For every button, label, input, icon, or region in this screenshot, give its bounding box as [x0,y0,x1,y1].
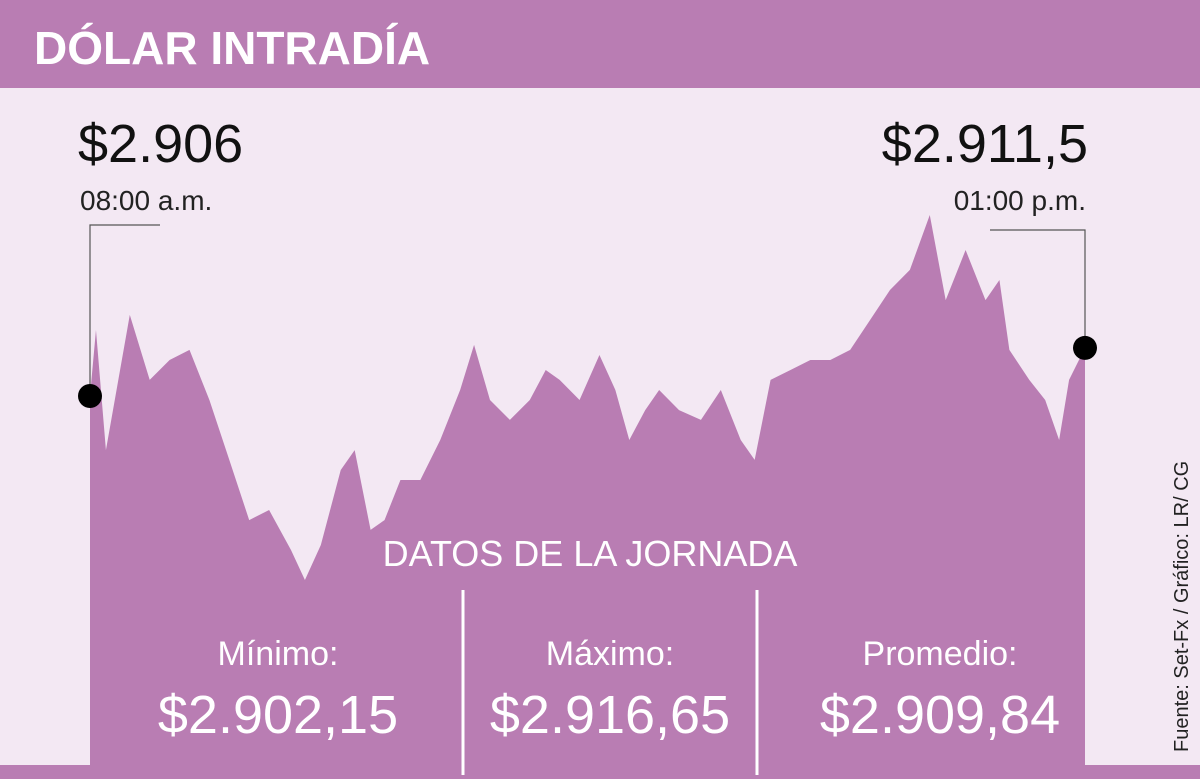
end-dot [1073,335,1097,360]
leader-line [89,224,160,392]
leader-line [990,229,1086,345]
area [90,215,1085,765]
stat-name: Promedio: [863,635,1018,673]
annotation-value: $2.906 [78,114,243,174]
stat-value: $2.916,65 [490,685,730,745]
stat-value: $2.909,84 [820,685,1060,745]
annotation-time: 08:00 a.m. [80,185,212,216]
annotation-time: 01:00 p.m. [954,185,1086,216]
annotation-value: $2.911,5 [882,114,1088,174]
stat-name: Mínimo: [218,635,339,673]
end-dot [78,383,102,408]
stats-title: DATOS DE LA JORNADA [383,533,798,574]
source: Fuente: Set-Fx / Gráfico: LR/ CG [1171,461,1193,752]
header-band [0,0,1200,88]
footer-band [0,765,1200,779]
stat-value: $2.902,15 [158,685,398,745]
stat-name: Máximo: [546,635,674,673]
chart-title: DÓLAR INTRADÍA [34,22,430,74]
